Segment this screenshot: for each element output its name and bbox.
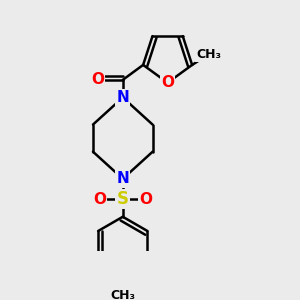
Text: N: N	[116, 171, 129, 186]
Text: O: O	[139, 192, 152, 207]
Text: N: N	[116, 90, 129, 105]
Text: O: O	[93, 192, 106, 207]
Text: CH₃: CH₃	[196, 48, 221, 61]
Text: S: S	[117, 190, 129, 208]
Text: CH₃: CH₃	[110, 289, 135, 300]
Text: O: O	[161, 75, 174, 90]
Text: O: O	[91, 72, 104, 87]
